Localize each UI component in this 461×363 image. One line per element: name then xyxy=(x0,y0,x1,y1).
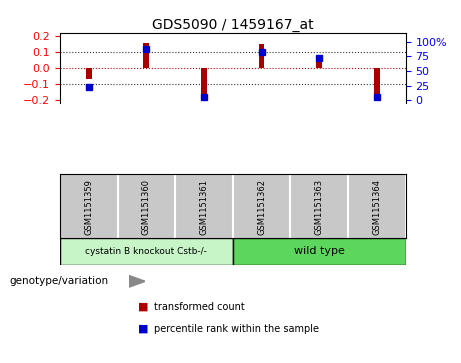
Text: genotype/variation: genotype/variation xyxy=(9,276,108,286)
Text: wild type: wild type xyxy=(294,246,345,256)
Text: GSM1151362: GSM1151362 xyxy=(257,179,266,235)
Text: GSM1151364: GSM1151364 xyxy=(372,179,381,235)
Bar xyxy=(201,68,207,97)
Bar xyxy=(259,44,265,68)
Title: GDS5090 / 1459167_at: GDS5090 / 1459167_at xyxy=(152,18,313,32)
Text: ■: ■ xyxy=(138,323,149,334)
Bar xyxy=(316,58,322,68)
Text: cystatin B knockout Cstb-/-: cystatin B knockout Cstb-/- xyxy=(85,247,207,256)
Text: GSM1151359: GSM1151359 xyxy=(84,179,93,235)
Bar xyxy=(60,238,233,265)
Bar xyxy=(233,238,406,265)
Text: GSM1151361: GSM1151361 xyxy=(200,179,208,235)
Bar xyxy=(143,43,149,68)
Bar xyxy=(374,68,380,97)
Text: percentile rank within the sample: percentile rank within the sample xyxy=(154,323,319,334)
Polygon shape xyxy=(129,276,145,287)
Text: GSM1151360: GSM1151360 xyxy=(142,179,151,235)
Text: transformed count: transformed count xyxy=(154,302,245,312)
Text: ■: ■ xyxy=(138,302,149,312)
Bar xyxy=(86,68,92,78)
Text: GSM1151363: GSM1151363 xyxy=(315,179,324,236)
